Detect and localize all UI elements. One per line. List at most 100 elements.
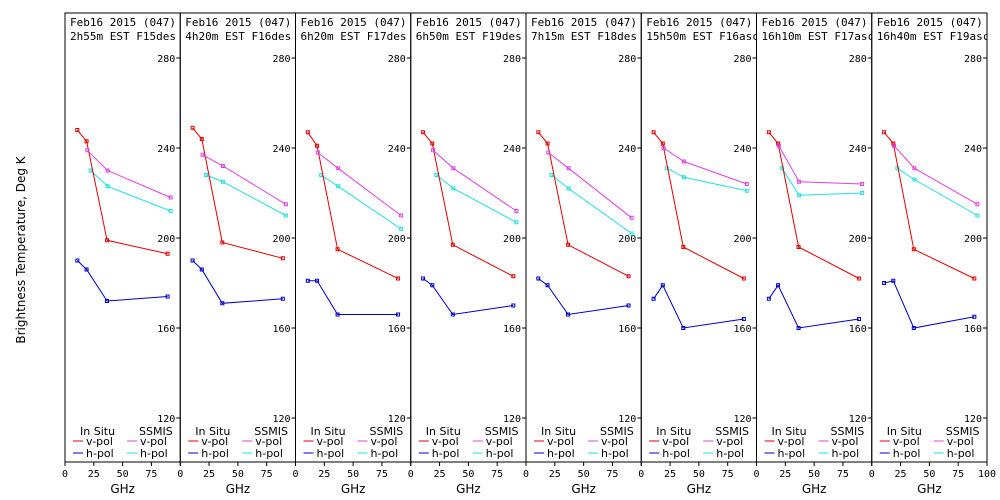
panel-time: 6h50m EST F19des: [416, 30, 522, 43]
insitu-vpol-line: [307, 132, 399, 279]
y-tick-label: 280: [388, 54, 406, 65]
legend-ssmis-hpol-label: h-pol: [832, 447, 860, 460]
ssmis-vpol-line: [547, 152, 632, 219]
x-tick-label: 0: [408, 469, 414, 480]
ssmis-hpol-line: [551, 174, 632, 234]
insitu-vpol-point: [105, 238, 110, 243]
insitu-hpol-point: [450, 312, 455, 317]
insitu-hpol-line: [76, 260, 168, 302]
insitu-hpol-point: [882, 281, 887, 285]
legend-insitu-vpol-label: v-pol: [893, 435, 920, 448]
insitu-vpol-point: [450, 242, 455, 247]
panel: Feb16 2015 (047)2h55m EST F15des 120 160 20…: [62, 12, 181, 496]
insitu-hpol-point: [766, 296, 771, 301]
insitu-vpol-point: [315, 143, 320, 148]
insitu-hpol-point: [536, 276, 541, 281]
insitu-hpol-point: [626, 303, 631, 308]
insitu-vpol-point: [891, 141, 896, 146]
y-tick-label: 160: [272, 324, 290, 335]
x-tick-label: 0: [62, 469, 68, 480]
panel-time: 15h50m EST F16asc: [646, 30, 759, 43]
insitu-vpol-point: [545, 141, 550, 146]
ssmis-vpol-point: [744, 182, 749, 186]
ssmis-vpol-line: [432, 149, 517, 212]
x-tick-label: 0: [638, 469, 644, 480]
ssmis-vpol-point: [975, 202, 980, 207]
x-axis-label: GHz: [802, 482, 827, 496]
insitu-hpol-point: [199, 267, 204, 272]
legend-ssmis-heading: SSMIS: [600, 425, 634, 438]
insitu-vpol-line: [192, 127, 283, 259]
legend-ssmis-vpol-label: v-pol: [255, 435, 282, 448]
legend-ssmis-vpol-label: v-pol: [832, 435, 859, 448]
x-tick-label: 50: [578, 469, 590, 480]
insitu-vpol-point: [421, 130, 426, 135]
ssmis-hpol-point: [780, 166, 785, 171]
panel-time-clip: 6h20m EST F17des: [301, 30, 407, 43]
ssmis-hpol-line: [436, 174, 517, 223]
y-tick-label: 160: [388, 324, 406, 335]
legend-insitu-vpol-label: v-pol: [86, 435, 113, 448]
ssmis-hpol-line: [897, 167, 978, 216]
y-axis-label: Brightness Temperature, Deg K: [14, 155, 28, 343]
y-tick-label: 200: [272, 234, 290, 245]
ssmis-hpol-point: [860, 191, 865, 195]
x-tick-label: 75: [261, 469, 273, 480]
x-tick-label: 50: [693, 469, 705, 480]
ssmis-vpol-point: [168, 195, 173, 200]
legend-insitu-hpol-label: h-pol: [201, 447, 229, 460]
ssmis-hpol-point: [912, 177, 917, 182]
insitu-vpol-line: [422, 131, 514, 277]
insitu-vpol-line: [768, 131, 860, 279]
ssmis-hpol-line: [205, 174, 287, 216]
ssmis-hpol-point: [336, 184, 341, 189]
x-tick-label: 0: [753, 469, 759, 480]
insitu-vpol-point: [651, 130, 656, 135]
panel-time: 16h40m EST F19asc: [877, 30, 990, 43]
legend-ssmis-heading: SSMIS: [485, 425, 519, 438]
x-tick-label: 25: [88, 469, 100, 480]
x-tick-label: 100: [978, 469, 996, 480]
panel-time-clip: 6h50m EST F19des: [416, 30, 522, 43]
x-tick-label: 50: [923, 469, 935, 480]
y-tick-label: 120: [272, 414, 290, 425]
y-tick-label: 240: [272, 144, 290, 155]
legend-insitu-hpol-label: h-pol: [893, 447, 921, 460]
ssmis-vpol-point: [681, 159, 686, 164]
insitu-hpol-line: [422, 278, 514, 316]
insitu-hpol-point: [891, 278, 896, 283]
y-tick-label: 160: [849, 324, 867, 335]
x-axis-label: GHz: [110, 482, 135, 496]
insitu-hpol-point: [75, 258, 80, 263]
ssmis-vpol-point: [892, 143, 897, 148]
insitu-vpol-point: [882, 130, 887, 135]
legend-insitu-vpol-label: v-pol: [547, 435, 574, 448]
panel-date: Feb16 2015 (047): [301, 16, 407, 29]
ssmis-hpol-point: [399, 227, 404, 231]
legend-insitu-hpol-label: h-pol: [547, 447, 575, 460]
x-tick-label: 75: [491, 469, 503, 480]
ssmis-hpol-point: [451, 186, 456, 191]
panel-date: Feb16 2015 (047): [531, 16, 637, 29]
y-tick-label: 240: [503, 144, 521, 155]
x-tick-label: 50: [462, 469, 474, 480]
insitu-hpol-line: [538, 278, 629, 316]
y-tick-label: 240: [964, 144, 982, 155]
insitu-hpol-point: [84, 267, 89, 272]
insitu-hpol-point: [280, 296, 285, 301]
legend-insitu-heading: In Situ: [426, 425, 461, 438]
legend-ssmis-vpol-label: v-pol: [486, 435, 513, 448]
insitu-hpol-point: [220, 301, 225, 306]
ssmis-vpol-point: [431, 148, 436, 153]
ssmis-vpol-line: [778, 145, 863, 185]
legend-ssmis-heading: SSMIS: [831, 425, 865, 438]
ssmis-hpol-point: [744, 188, 749, 193]
x-tick-label: 0: [869, 469, 875, 480]
legend-insitu-vpol-label: v-pol: [778, 435, 805, 448]
y-tick-label: 160: [157, 324, 175, 335]
y-tick-label: 200: [964, 234, 982, 245]
ssmis-vpol-point: [546, 150, 551, 155]
ssmis-hpol-line: [781, 168, 863, 196]
x-tick-label: 25: [664, 469, 676, 480]
x-tick-label: 25: [895, 469, 907, 480]
